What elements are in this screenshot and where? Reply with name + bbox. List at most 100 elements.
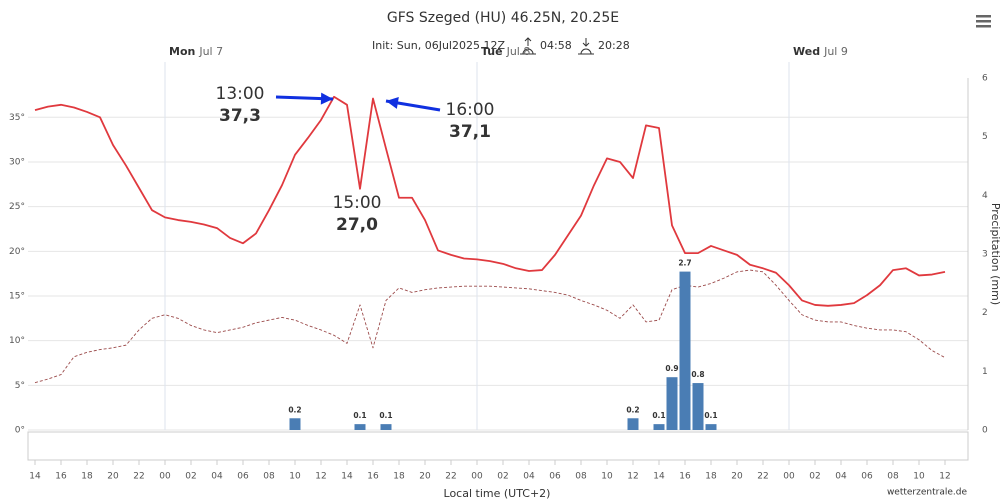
dewpoint-line <box>34 269 946 384</box>
precip-label: 0.2 <box>288 405 301 414</box>
x-tick-label: 02 <box>497 472 508 482</box>
y-tick-label: 30° <box>9 157 25 167</box>
x-tick-label: 18 <box>81 472 93 482</box>
x-tick-label: 08 <box>575 472 587 482</box>
subtitle-sunset: 20:28 <box>598 39 630 52</box>
y-tick-label: 35° <box>9 113 25 123</box>
subtitle-init: Init: Sun, 06Jul2025 12Z <box>372 39 505 52</box>
x-tick-label: 14 <box>29 472 41 482</box>
annotation-time: 15:00 <box>333 193 382 213</box>
y2-axis-title: Precipitation (mm) <box>989 203 1002 305</box>
x-tick-label: 20 <box>107 472 119 482</box>
precip-label: 0.2 <box>626 405 639 414</box>
y-tick-label: 0° <box>15 426 25 436</box>
x-tick-label: 18 <box>705 472 717 482</box>
day-label: Mon Jul 7 <box>169 45 223 58</box>
annotation-time: 16:00 <box>446 100 495 120</box>
chart-title: GFS Szeged (HU) 46.25N, 20.25E <box>387 10 619 26</box>
annotation-value: 27,0 <box>336 215 378 235</box>
y-tick-label: 20° <box>9 247 25 257</box>
precip-bar <box>692 383 704 430</box>
x-tick-label: 02 <box>809 472 820 482</box>
annotation-time: 13:00 <box>216 84 265 104</box>
y2-tick-label: 4 <box>982 191 988 201</box>
x-tick-label: 22 <box>757 472 768 482</box>
temperature-line <box>34 95 946 307</box>
day-label: Tue Jul 8 <box>481 45 530 58</box>
y2-tick-label: 0 <box>982 426 988 436</box>
y2-tick-label: 2 <box>982 308 988 318</box>
precip-label: 0.8 <box>691 370 704 379</box>
day-date: Jul 8 <box>506 45 531 58</box>
x-tick-label: 16 <box>367 472 379 482</box>
precip-bar <box>666 377 678 430</box>
x-tick-label: 14 <box>341 472 353 482</box>
day-date: Jul 7 <box>198 45 223 58</box>
x-tick-label: 08 <box>887 472 899 482</box>
x-tick-label: 22 <box>445 472 456 482</box>
x-tick-label: 02 <box>185 472 196 482</box>
day-weekday: Mon <box>169 45 195 58</box>
x-tick-label: 06 <box>549 472 561 482</box>
precip-label: 0.1 <box>652 411 665 420</box>
x-tick-label: 12 <box>315 472 326 482</box>
annotation-arrowhead <box>320 92 333 105</box>
x-tick-label: 20 <box>419 472 431 482</box>
x-tick-label: 04 <box>211 472 223 482</box>
x-tick-label: 14 <box>653 472 665 482</box>
day-date: Jul 9 <box>823 45 848 58</box>
x-tick-label: 22 <box>133 472 144 482</box>
precip-label: 0.9 <box>665 364 678 373</box>
y2-tick-label: 5 <box>982 132 988 142</box>
y2-tick-label: 6 <box>982 74 988 84</box>
precip-label: 0.1 <box>353 411 366 420</box>
precip-bar <box>627 418 639 430</box>
x-tick-label: 16 <box>55 472 67 482</box>
x-tick-label: 04 <box>523 472 535 482</box>
precip-bar <box>380 424 392 430</box>
precip-bar <box>653 424 665 430</box>
y-tick-label: 15° <box>9 291 25 301</box>
x-tick-label: 12 <box>627 472 638 482</box>
sunrise-icon <box>520 37 536 55</box>
x-tick-label: 06 <box>861 472 873 482</box>
x-tick-label: 08 <box>263 472 275 482</box>
wind-strip <box>27 431 969 461</box>
y-tick-label: 10° <box>9 336 25 346</box>
precip-bar <box>289 418 301 430</box>
x-axis-title: Local time (UTC+2) <box>444 487 551 500</box>
x-tick-label: 10 <box>289 472 301 482</box>
credits: wetterzentrale.de <box>887 488 968 498</box>
x-tick-label: 16 <box>679 472 691 482</box>
menu-button[interactable] <box>976 15 991 28</box>
x-tick-label: 00 <box>159 472 171 482</box>
sunset-icon <box>578 38 594 55</box>
x-tick-label: 00 <box>783 472 795 482</box>
precip-label: 2.7 <box>678 259 691 268</box>
precip-bar <box>705 424 717 430</box>
subtitle-sunrise: 04:58 <box>540 39 572 52</box>
y-tick-label: 5° <box>15 381 25 391</box>
x-tick-label: 04 <box>835 472 847 482</box>
precip-bar <box>679 271 691 430</box>
x-tick-label: 10 <box>601 472 613 482</box>
day-weekday: Wed <box>793 45 820 58</box>
annotation-value: 37,1 <box>449 122 491 142</box>
annotation-arrowhead <box>386 97 399 109</box>
y-tick-label: 25° <box>9 202 25 212</box>
day-label: Wed Jul 9 <box>793 45 848 58</box>
x-tick-label: 20 <box>731 472 743 482</box>
precip-label: 0.1 <box>379 411 392 420</box>
x-tick-label: 18 <box>393 472 405 482</box>
precip-bar <box>354 424 366 430</box>
y2-tick-label: 3 <box>982 250 988 260</box>
y2-tick-label: 1 <box>982 367 988 377</box>
x-tick-label: 12 <box>939 472 950 482</box>
x-tick-label: 06 <box>237 472 249 482</box>
annotation-value: 37,3 <box>219 106 261 126</box>
x-tick-label: 00 <box>471 472 483 482</box>
precip-label: 0.1 <box>704 411 717 420</box>
day-weekday: Tue <box>481 45 503 58</box>
